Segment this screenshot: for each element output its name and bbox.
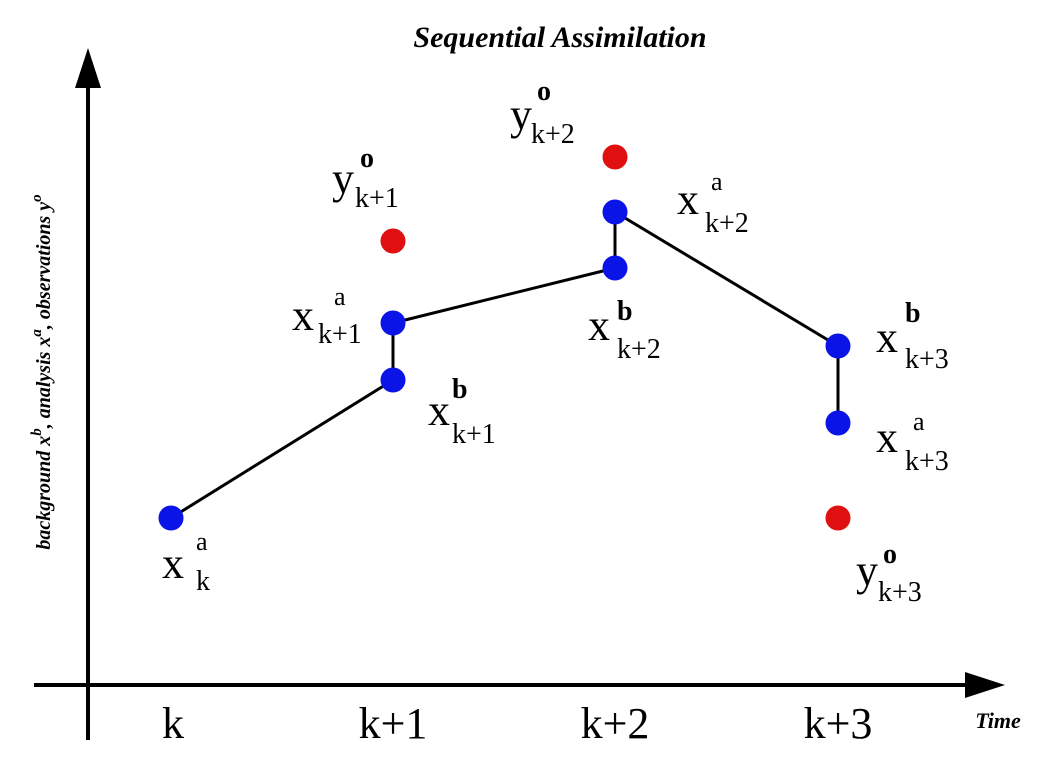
svg-text:k+2: k+2 (617, 334, 661, 365)
tick-label-k1: k+1 (359, 699, 428, 748)
svg-text:a: a (711, 167, 723, 196)
point-xa-k3 (825, 410, 851, 436)
svg-text:k+2: k+2 (705, 208, 749, 239)
x-axis-arrowhead (965, 672, 1005, 698)
svg-text:b: b (617, 296, 633, 327)
axes (34, 48, 1005, 740)
point-labels: x a k x a k+1 x b k+1 y o k+1 y o k+2 x … (162, 76, 949, 608)
label-yo-k1: y o k+1 (332, 143, 399, 214)
svg-text:o: o (537, 76, 551, 107)
label-yo-k3: y o k+3 (856, 539, 922, 608)
svg-text:y: y (332, 154, 354, 203)
svg-text:x: x (428, 386, 450, 435)
svg-text:x: x (292, 291, 314, 340)
svg-text:k+2: k+2 (531, 119, 575, 150)
label-xa-k3: x a k+3 (876, 407, 949, 477)
svg-text:x: x (162, 539, 184, 588)
y-axis-arrowhead (75, 48, 101, 88)
tick-label-k3: k+3 (804, 699, 873, 748)
label-xa-k1: x a k+1 (292, 282, 362, 350)
label-xb-k1: x b k+1 (428, 374, 496, 450)
label-xa-k: x a k (162, 527, 210, 597)
point-xb-k3 (825, 333, 851, 359)
point-yo-k3 (825, 505, 851, 531)
label-xb-k2: x b k+2 (588, 296, 661, 365)
svg-text:k: k (196, 566, 210, 597)
tick-label-k2: k+2 (581, 699, 650, 748)
svg-text:k+3: k+3 (905, 344, 949, 375)
point-yo-k1 (380, 228, 406, 254)
svg-text:a: a (196, 527, 208, 556)
point-yo-k2 (602, 144, 628, 170)
tick-labels: k k+1 k+2 k+3 (162, 699, 872, 748)
point-xb-k1 (380, 367, 406, 393)
label-yo-k2: y o k+2 (510, 76, 575, 150)
forecast-arrow-k-to-k1 (170, 378, 394, 520)
point-xa-k2 (602, 199, 628, 225)
svg-text:y: y (510, 90, 532, 139)
svg-text:a: a (913, 407, 925, 436)
svg-text:o: o (883, 539, 897, 570)
trajectory (170, 210, 840, 520)
svg-text:x: x (876, 313, 898, 362)
y-axis-label: background xb, analysis xa, observations… (29, 194, 55, 549)
x-axis-label: Time (975, 708, 1021, 733)
points (158, 144, 851, 531)
tick-label-k: k (162, 699, 184, 748)
svg-text:x: x (588, 301, 610, 350)
svg-text:k+3: k+3 (878, 577, 922, 608)
svg-text:k+3: k+3 (905, 446, 949, 477)
forecast-arrow-k1-to-k2 (392, 265, 616, 325)
svg-text:k+1: k+1 (452, 419, 496, 450)
point-xa-k1 (380, 310, 406, 336)
svg-text:b: b (905, 298, 921, 329)
svg-text:b: b (452, 374, 468, 405)
svg-text:a: a (334, 282, 346, 311)
diagram-title: Sequential Assimilation (413, 21, 706, 54)
svg-text:x: x (876, 413, 898, 462)
point-xa-k (158, 505, 184, 531)
label-xb-k3: x b k+3 (876, 298, 949, 375)
svg-text:k+1: k+1 (355, 183, 399, 214)
forecast-arrow-k2-to-k3 (614, 210, 839, 348)
svg-text:k+1: k+1 (318, 319, 362, 350)
svg-text:o: o (360, 143, 374, 174)
label-xa-k2: x a k+2 (677, 167, 749, 239)
point-xb-k2 (602, 255, 628, 281)
svg-text:y: y (856, 546, 878, 595)
svg-text:x: x (677, 175, 699, 224)
